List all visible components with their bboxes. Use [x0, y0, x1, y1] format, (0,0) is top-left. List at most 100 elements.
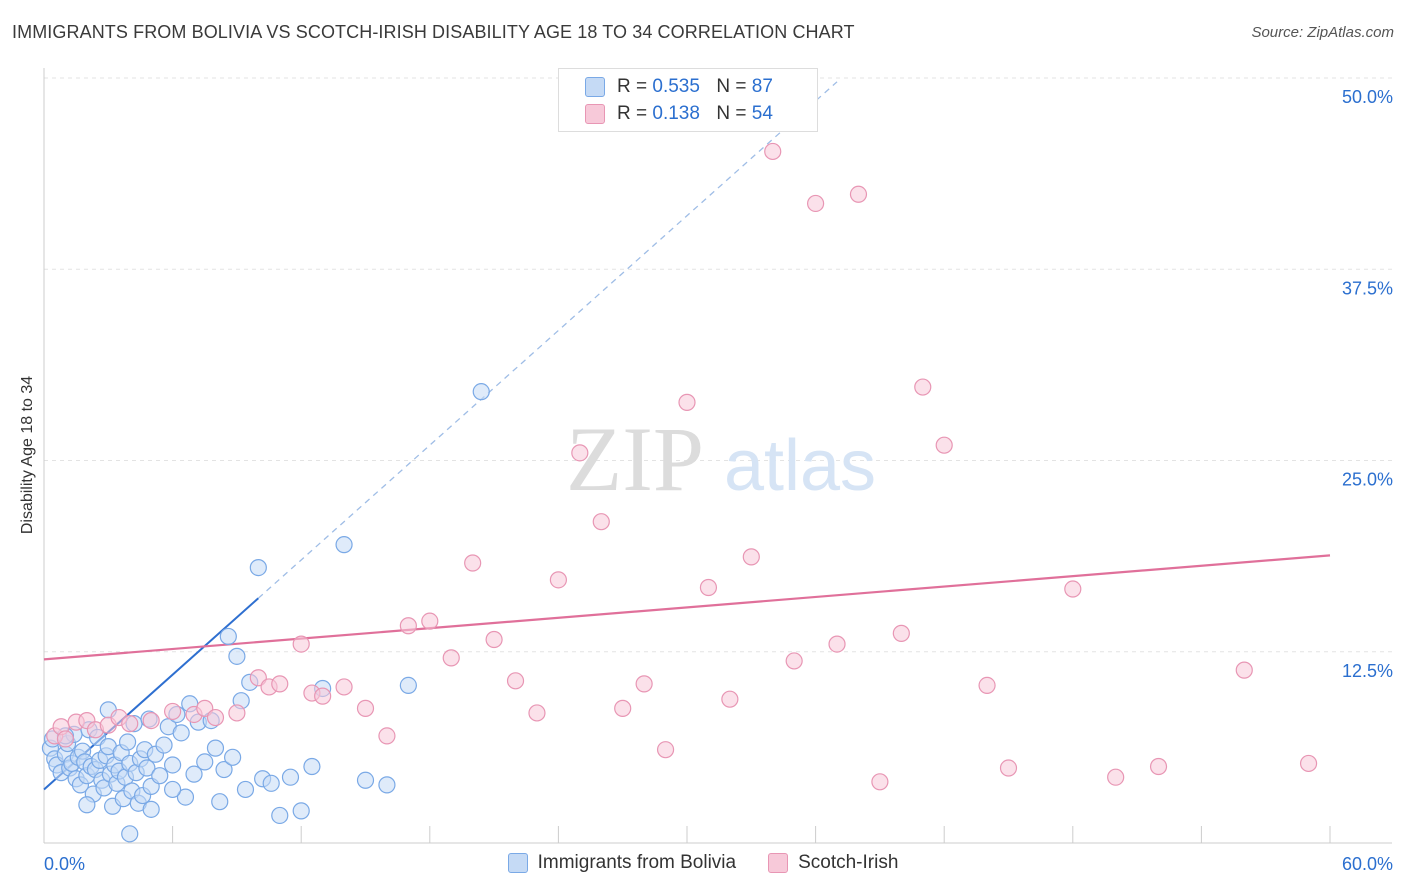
scotch-irish-point	[356, 699, 375, 717]
bolivia-points	[41, 383, 490, 843]
scotch-irish-point	[849, 185, 868, 203]
source-label: Source: ZipAtlas.com	[1251, 24, 1394, 41]
bottom-legend: Immigrants from Bolivia Scotch-Irish	[0, 852, 1406, 874]
bolivia-point	[196, 753, 214, 771]
scotch-irish-point	[206, 708, 225, 727]
bolivia-point	[176, 788, 195, 806]
legend-r-label: R =	[617, 76, 648, 97]
legend-swatch-scotch-irish	[585, 104, 605, 124]
scotch-irish-point	[1064, 580, 1082, 598]
scotch-irish-point	[914, 378, 932, 396]
scotch-irish-point	[549, 571, 568, 589]
bottom-swatch-scotch-irish	[768, 853, 789, 873]
legend-n-value: 54	[751, 103, 773, 124]
scotch-irish-point	[228, 704, 246, 722]
bolivia-point	[172, 724, 190, 742]
bolivia-point	[472, 383, 490, 401]
bottom-legend-label-bolivia: Immigrants from Bolivia	[537, 852, 737, 873]
scotch-irish-point	[635, 675, 653, 693]
bolivia-point	[206, 739, 225, 757]
legend-n-label: N =	[716, 76, 747, 97]
watermark: ZIP atlas	[566, 408, 876, 510]
axes	[43, 68, 1392, 844]
scotch-irish-point	[892, 624, 910, 642]
bolivia-point	[281, 768, 300, 786]
bolivia-point	[164, 756, 182, 774]
bolivia-point	[78, 796, 96, 814]
scotch-irish-point	[806, 194, 825, 213]
scotch-irish-point	[978, 676, 996, 695]
scotch-irish-point	[571, 444, 589, 462]
y-tick-label: 37.5%	[1342, 278, 1393, 298]
bolivia-point	[378, 776, 396, 794]
x-tick-label-max: 60.0%	[1342, 854, 1393, 874]
bottom-legend-bolivia[interactable]: Immigrants from Bolivia	[507, 852, 737, 874]
legend-n-value: 87	[751, 76, 773, 97]
scotch-irish-point	[1235, 661, 1253, 679]
y-tick-label: 12.5%	[1342, 661, 1393, 681]
scotch-irish-point	[742, 548, 760, 566]
bolivia-point	[155, 736, 173, 754]
x-tick-label-min: 0.0%	[44, 854, 85, 874]
legend-r-value: 0.535	[652, 76, 700, 97]
scotch-irish-point	[614, 699, 632, 717]
scotch-irish-point	[485, 630, 503, 649]
y-tick-label: 25.0%	[1342, 470, 1393, 490]
scotch-irish-point	[399, 617, 417, 635]
y-axis-label: Disability Age 18 to 34	[19, 375, 36, 535]
scotch-irish-point	[464, 554, 482, 572]
bolivia-point	[185, 765, 203, 783]
scotch-irish-point	[1149, 757, 1168, 776]
bolivia-point	[356, 771, 375, 789]
legend-box: R = 0.535 N = 87 R = 0.138 N = 54	[558, 68, 818, 132]
legend-row-scotch-irish: R = 0.138 N = 54	[585, 103, 773, 125]
legend-row-bolivia: R = 0.535 N = 87	[585, 76, 773, 98]
bolivia-point	[236, 780, 255, 799]
scotch-irish-point	[271, 675, 289, 693]
scotch-irish-point	[678, 393, 696, 411]
bolivia-point	[249, 558, 267, 577]
bolivia-point	[142, 800, 160, 818]
scotch-irish-point	[1107, 768, 1125, 786]
bolivia-point	[262, 774, 280, 792]
bottom-legend-label-scotch-irish: Scotch-Irish	[798, 852, 899, 873]
scotch-irish-point	[785, 652, 803, 670]
legend-n-label: N =	[716, 103, 747, 124]
bolivia-point	[292, 802, 310, 820]
grid-lines	[44, 77, 1392, 653]
scotch-irish-point	[56, 730, 75, 748]
bolivia-point	[151, 767, 169, 785]
tick-labels: 12.5% 25.0% 37.5% 50.0% 0.0% 60.0%	[44, 87, 1393, 874]
scotch-irish-point	[935, 436, 953, 454]
y-tick-label: 50.0%	[1342, 87, 1393, 107]
scotch-irish-point	[142, 711, 160, 730]
scotch-irish-points	[46, 142, 1318, 791]
scotch-irish-point	[999, 759, 1018, 777]
scotch-irish-point	[442, 649, 460, 667]
bolivia-point	[303, 757, 321, 776]
bolivia-point	[164, 780, 182, 799]
bolivia-point	[399, 676, 417, 695]
watermark-atlas: atlas	[724, 426, 876, 506]
bottom-swatch-bolivia	[507, 853, 528, 873]
scotch-irish-point	[871, 773, 889, 791]
scotch-irish-point	[314, 687, 332, 705]
bolivia-point	[138, 759, 156, 777]
watermark-zip: ZIP	[566, 408, 704, 510]
bolivia-point	[335, 536, 353, 554]
bolivia-point	[121, 825, 139, 843]
scotch-irish-point	[764, 142, 782, 161]
scotch-irish-trend-line	[43, 554, 1331, 661]
bolivia-trend-extension	[257, 81, 838, 599]
legend-r-label: R =	[617, 103, 648, 124]
bolivia-point	[224, 748, 242, 766]
bottom-legend-scotch-irish[interactable]: Scotch-Irish	[768, 852, 898, 874]
legend-swatch-bolivia	[585, 77, 605, 97]
scotch-irish-point	[699, 578, 718, 597]
scotch-irish-point	[656, 741, 675, 759]
scotch-irish-point	[721, 690, 739, 708]
scotch-irish-point	[121, 715, 139, 733]
scotch-irish-point	[506, 672, 525, 690]
bolivia-point	[271, 806, 289, 825]
